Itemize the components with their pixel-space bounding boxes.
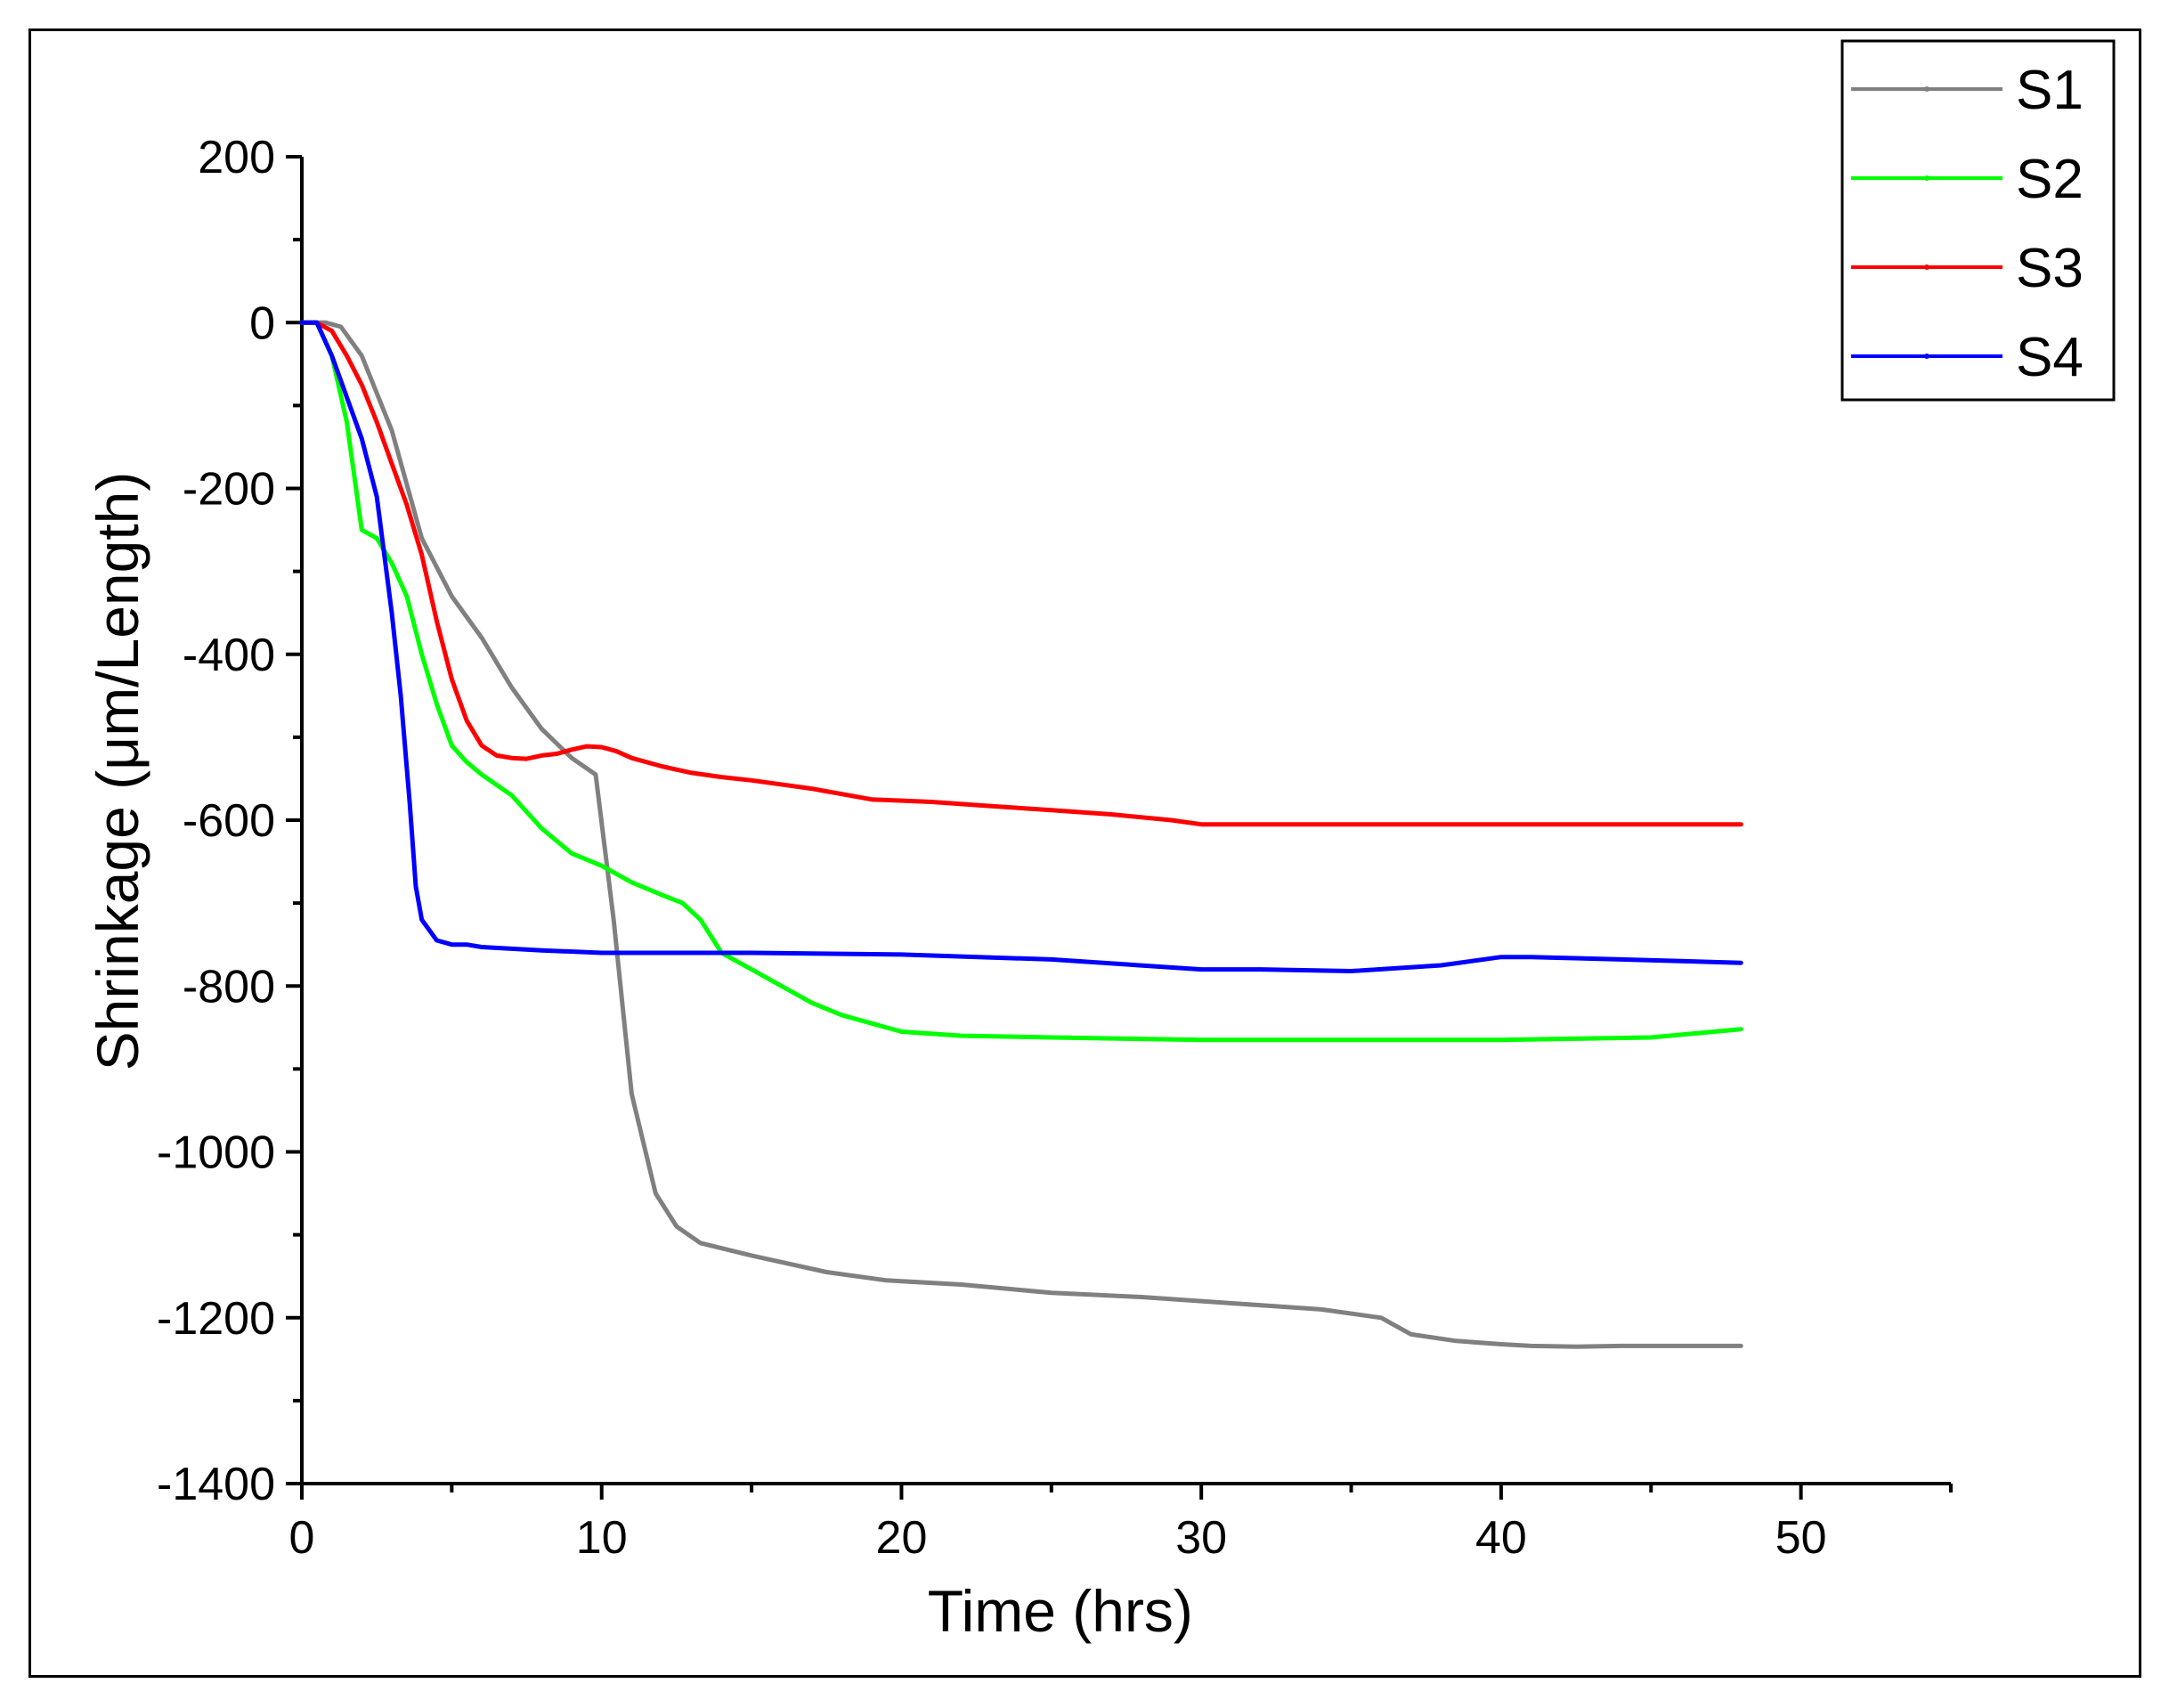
- y-axis-title: Shrinkage (μm/Length): [85, 472, 150, 1071]
- y-tick-label: -1000: [157, 1127, 275, 1179]
- legend: S1 S2 S3 S4: [1840, 39, 2116, 402]
- y-tick-label: 0: [249, 297, 275, 349]
- x-axis-title: Time (hrs): [928, 1578, 1193, 1644]
- legend-label-s1: S1: [2016, 60, 2084, 121]
- x-tick-label: 20: [876, 1512, 928, 1564]
- legend-box: [1840, 39, 2116, 402]
- figure-frame: 0 10 20 30 40 50 -1400 -1200 -1000 -800 -600 -400 -2…: [28, 28, 2141, 1678]
- x-tick-label: 0: [289, 1512, 315, 1564]
- legend-label-s3: S3: [2016, 238, 2084, 299]
- legend-item-s3: S3: [1851, 238, 2084, 299]
- x-tick-label: 10: [576, 1512, 628, 1564]
- x-tick-label: 30: [1175, 1512, 1227, 1564]
- legend-label-s4: S4: [2016, 327, 2084, 388]
- y-tick-label: -1200: [157, 1293, 275, 1345]
- legend-marker-s4: [1924, 354, 1929, 359]
- axes: 0 10 20 30 40 50 -1400 -1200 -1000 -800 -600 -400 -2…: [157, 132, 1953, 1564]
- x-tick-label: 40: [1475, 1512, 1527, 1564]
- series-s4-line: [299, 320, 1743, 973]
- shrinkage-chart: 0 10 20 30 40 50 -1400 -1200 -1000 -800 -600 -400 -2…: [85, 39, 2116, 1644]
- y-tick-label: -600: [183, 795, 275, 847]
- legend-marker-s1: [1924, 86, 1929, 92]
- series-s1-line: [299, 320, 1743, 1349]
- y-tick-label: -400: [183, 630, 275, 681]
- series-s3-line: [299, 320, 1743, 827]
- legend-marker-s3: [1924, 264, 1929, 270]
- y-tick-label: 200: [198, 132, 275, 183]
- legend-item-s1: S1: [1851, 60, 2084, 121]
- series-s2-line: [299, 320, 1743, 1043]
- legend-label-s2: S2: [2016, 149, 2084, 210]
- y-tick-label: -1400: [157, 1459, 275, 1510]
- y-tick-label: -200: [183, 464, 275, 516]
- legend-item-s4: S4: [1851, 327, 2084, 388]
- y-tick-label: -800: [183, 961, 275, 1013]
- x-tick-label: 50: [1775, 1512, 1827, 1564]
- plot-area: [299, 320, 1743, 1349]
- legend-item-s2: S2: [1851, 149, 2084, 210]
- legend-marker-s2: [1924, 175, 1929, 181]
